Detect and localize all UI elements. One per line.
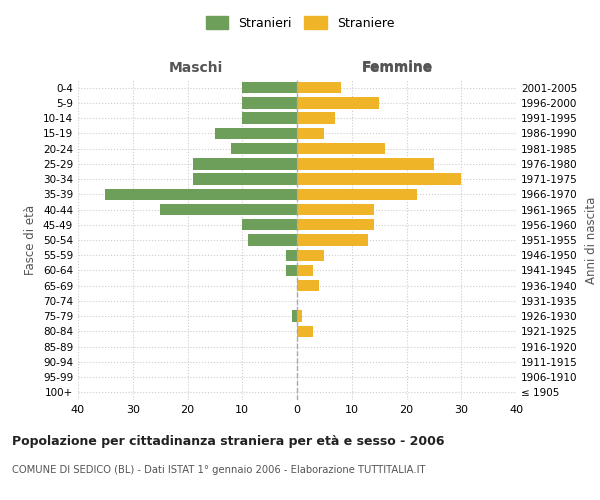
Bar — [297, 143, 385, 154]
Bar — [286, 250, 297, 261]
Bar — [248, 234, 297, 246]
Bar — [297, 310, 302, 322]
Bar — [297, 82, 341, 94]
Bar — [286, 265, 297, 276]
Y-axis label: Fasce di età: Fasce di età — [25, 205, 37, 275]
Legend: Stranieri, Straniere: Stranieri, Straniere — [201, 11, 399, 35]
Bar — [297, 174, 461, 185]
Bar — [297, 204, 374, 215]
Bar — [242, 97, 297, 108]
Bar — [160, 204, 297, 215]
Bar — [297, 97, 379, 108]
Bar — [297, 265, 313, 276]
Text: COMUNE DI SEDICO (BL) - Dati ISTAT 1° gennaio 2006 - Elaborazione TUTTITALIA.IT: COMUNE DI SEDICO (BL) - Dati ISTAT 1° ge… — [12, 465, 425, 475]
Bar — [297, 250, 325, 261]
Text: Maschi: Maschi — [169, 61, 223, 75]
Bar — [297, 112, 335, 124]
Bar — [297, 280, 319, 291]
Bar — [193, 174, 297, 185]
Bar — [297, 234, 368, 246]
Bar — [242, 82, 297, 94]
Bar — [242, 112, 297, 124]
Bar — [106, 188, 297, 200]
Bar — [242, 219, 297, 230]
Text: Popolazione per cittadinanza straniera per età e sesso - 2006: Popolazione per cittadinanza straniera p… — [12, 435, 445, 448]
Bar — [215, 128, 297, 139]
Bar — [292, 310, 297, 322]
Y-axis label: Anni di nascita: Anni di nascita — [584, 196, 598, 284]
Bar — [297, 158, 434, 170]
Bar — [232, 143, 297, 154]
Bar — [297, 326, 313, 337]
Bar — [297, 219, 374, 230]
Text: Femmine: Femmine — [362, 60, 433, 74]
Bar — [297, 128, 325, 139]
Bar — [297, 188, 418, 200]
Text: Femmine: Femmine — [362, 61, 433, 75]
Bar — [193, 158, 297, 170]
